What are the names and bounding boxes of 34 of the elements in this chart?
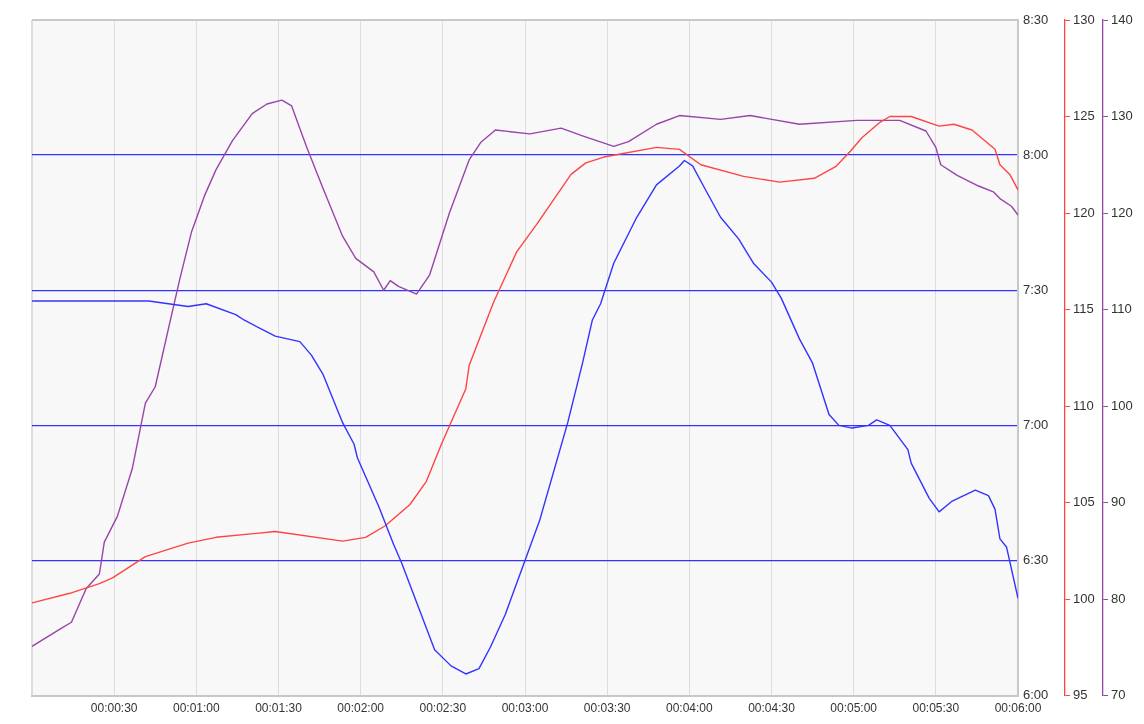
x-tick-label: 00:03:30: [583, 701, 631, 716]
x-tick-label: 00:04:30: [748, 701, 796, 716]
y-tick-label: 8:00: [1023, 146, 1049, 162]
x-tick-label: 00:02:30: [419, 701, 467, 716]
y3-tick-label: 110: [1111, 301, 1132, 317]
y2-tick-label: 120: [1073, 204, 1095, 220]
y3-tick-label: 100: [1111, 397, 1133, 413]
y3-tick-label: 120: [1111, 204, 1133, 220]
y2-tick-label: 105: [1073, 494, 1095, 510]
x-tick-label: 00:01:00: [172, 701, 221, 716]
y2-tick-label: 115: [1073, 301, 1094, 317]
x-tick-label: 00:03:00: [501, 701, 549, 716]
y2-tick-label: 95: [1073, 687, 1088, 703]
x-tick-label: 00:04:00: [665, 701, 714, 716]
x-tick-label: 00:00:30: [90, 701, 138, 716]
y-tick-label: 7:30: [1023, 281, 1049, 297]
y3-tick-label: 130: [1111, 108, 1133, 124]
y3-tick-label: 90: [1111, 494, 1126, 510]
y2-tick-label: 125: [1073, 108, 1095, 124]
x-tick-label: 00:05:30: [912, 701, 960, 716]
y-tick-label: 6:30: [1023, 552, 1049, 568]
y2-tick-label: 110: [1073, 397, 1094, 413]
y2-tick-label: 130: [1073, 11, 1095, 27]
y3-tick-label: 70: [1111, 687, 1126, 703]
x-tick-label: 00:01:30: [255, 701, 303, 716]
x-tick-label: 00:06:00: [994, 701, 1042, 716]
y2-tick-label: 100: [1073, 590, 1095, 606]
y3-tick-label: 140: [1111, 11, 1133, 27]
y-tick-label: 8:30: [1023, 11, 1049, 27]
y-tick-label: 6:00: [1023, 687, 1049, 703]
x-tick-label: 00:05:00: [830, 701, 878, 716]
x-tick-label: 00:02:00: [337, 701, 385, 716]
y3-tick-label: 80: [1111, 590, 1126, 606]
y-tick-label: 7:00: [1023, 416, 1049, 432]
